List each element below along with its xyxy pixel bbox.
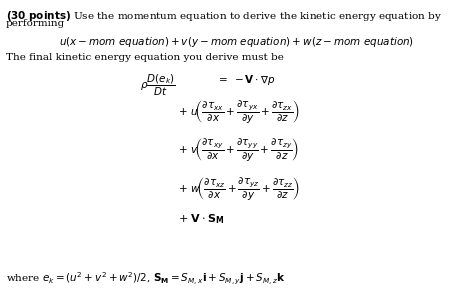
Text: $\rho\dfrac{D(e_k)}{Dt}$: $\rho\dfrac{D(e_k)}{Dt}$ (140, 73, 175, 98)
Text: performing: performing (6, 19, 65, 28)
Text: $= \ -\mathbf{V}\cdot\nabla p$: $= \ -\mathbf{V}\cdot\nabla p$ (216, 73, 275, 87)
Text: where $e_k = (u^2+v^2+w^2)/2$, $\mathbf{S_M}=S_{M,x}\mathbf{i}+S_{M,y}\mathbf{j}: where $e_k = (u^2+v^2+w^2)/2$, $\mathbf{… (6, 271, 285, 287)
Text: $+\ v\!\left(\dfrac{\partial\tau_{xy}}{\partial x}+\dfrac{\partial\tau_{yy}}{\pa: $+\ v\!\left(\dfrac{\partial\tau_{xy}}{\… (178, 136, 299, 163)
Text: $u(x-mom\ equation) + v(y-mom\ equation) + w(z-mom\ equation)$: $u(x-mom\ equation) + v(y-mom\ equation)… (59, 35, 415, 49)
Text: $+\ w\!\left(\dfrac{\partial\tau_{xz}}{\partial x}+\dfrac{\partial\tau_{yz}}{\pa: $+\ w\!\left(\dfrac{\partial\tau_{xz}}{\… (178, 175, 300, 202)
Text: The final kinetic energy equation you derive must be: The final kinetic energy equation you de… (6, 53, 283, 62)
Text: $+\ u\!\left(\dfrac{\partial\tau_{xx}}{\partial x}+\dfrac{\partial\tau_{yx}}{\pa: $+\ u\!\left(\dfrac{\partial\tau_{xx}}{\… (178, 98, 300, 125)
Text: $+\ \mathbf{V}\cdot\mathbf{S_M}$: $+\ \mathbf{V}\cdot\mathbf{S_M}$ (178, 213, 224, 226)
Text: $\bf{(30\ points)}$ Use the momentum equation to derive the kinetic energy equat: $\bf{(30\ points)}$ Use the momentum equ… (6, 9, 442, 23)
